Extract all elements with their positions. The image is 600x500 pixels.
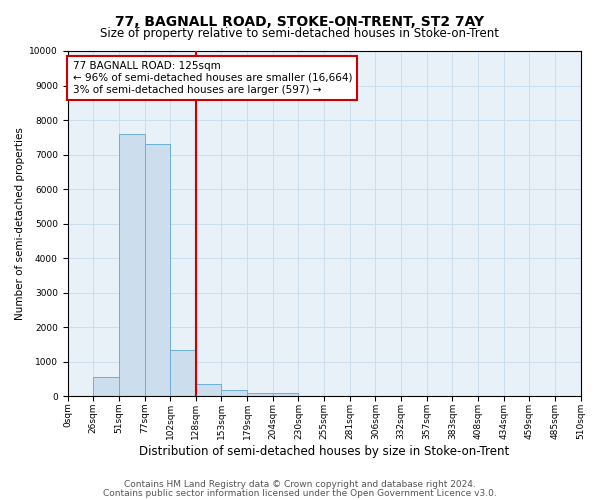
Bar [221,390,247,396]
X-axis label: Distribution of semi-detached houses by size in Stoke-on-Trent: Distribution of semi-detached houses by … [139,444,509,458]
Text: 77, BAGNALL ROAD, STOKE-ON-TRENT, ST2 7AY: 77, BAGNALL ROAD, STOKE-ON-TRENT, ST2 7A… [115,15,485,29]
Y-axis label: Number of semi-detached properties: Number of semi-detached properties [15,127,25,320]
Bar [273,393,298,396]
Bar [170,350,196,397]
Text: Size of property relative to semi-detached houses in Stoke-on-Trent: Size of property relative to semi-detach… [101,28,499,40]
Bar [247,393,273,396]
Text: Contains public sector information licensed under the Open Government Licence v3: Contains public sector information licen… [103,488,497,498]
Text: 77 BAGNALL ROAD: 125sqm
← 96% of semi-detached houses are smaller (16,664)
3% of: 77 BAGNALL ROAD: 125sqm ← 96% of semi-de… [73,62,352,94]
Bar [93,378,119,396]
Bar [145,144,170,397]
Text: Contains HM Land Registry data © Crown copyright and database right 2024.: Contains HM Land Registry data © Crown c… [124,480,476,489]
Bar [119,134,145,396]
Bar [196,384,221,396]
